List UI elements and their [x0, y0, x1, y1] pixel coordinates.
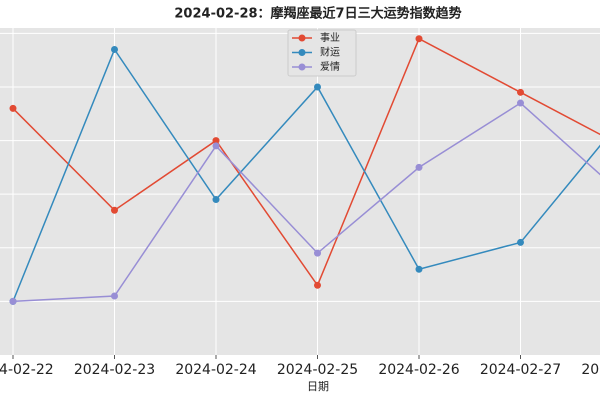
- x-tick-label: 2024-02-26: [378, 362, 459, 378]
- data-point: [314, 83, 321, 91]
- data-point: [517, 99, 524, 107]
- data-point: [212, 142, 220, 150]
- data-point: [212, 137, 220, 145]
- x-tick-label: 2024-02-28: [581, 362, 600, 378]
- x-tick-label: 2024-02-22: [0, 362, 54, 378]
- data-point: [111, 292, 118, 300]
- x-tick-label: 2024-02-24: [175, 362, 256, 378]
- legend-marker: [298, 49, 306, 56]
- legend-marker: [298, 63, 306, 71]
- data-point: [212, 196, 220, 204]
- data-point: [415, 35, 423, 43]
- x-tick-label: 2024-02-25: [277, 362, 358, 378]
- x-tick-label: 2024-02-23: [74, 362, 155, 378]
- data-point: [415, 163, 423, 171]
- legend-label: 爱情: [320, 60, 340, 73]
- data-point: [111, 206, 118, 214]
- legend-box: [287, 29, 357, 77]
- data-point: [314, 249, 321, 257]
- data-point: [517, 88, 524, 96]
- data-point: [415, 265, 423, 273]
- x-axis-label: 日期: [307, 380, 329, 393]
- data-point: [111, 45, 118, 53]
- legend-marker: [298, 34, 306, 42]
- plot-area: [0, 28, 600, 355]
- x-tick-label: 2024-02-27: [480, 362, 561, 378]
- data-point: [314, 281, 321, 289]
- legend-label: 事业: [320, 31, 340, 44]
- data-point: [9, 104, 17, 112]
- chart-title: 2024-02-28：摩羯座最近7日三大运势指数趋势: [174, 6, 461, 22]
- legend-label: 财运: [320, 46, 340, 59]
- data-point: [9, 297, 17, 305]
- data-point: [517, 238, 524, 246]
